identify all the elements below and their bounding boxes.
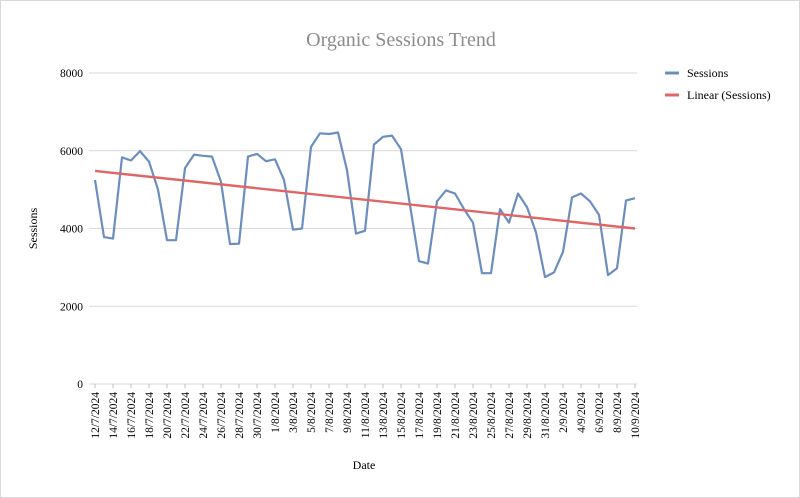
x-tick-label: 9/8/2024 [342, 392, 354, 433]
x-tick-label: 27/8/2024 [504, 392, 516, 439]
x-tick-label: 29/8/2024 [522, 392, 534, 439]
y-tick-label: 0 [77, 379, 83, 391]
x-tick-label: 25/8/2024 [486, 392, 498, 439]
x-tick-label: 21/8/2024 [450, 392, 462, 439]
x-axis-label: Date [353, 458, 376, 472]
x-tick-label: 30/7/2024 [252, 392, 264, 439]
x-tick-label: 16/7/2024 [126, 392, 138, 439]
legend-entry-linear-sessions: Linear (Sessions) [687, 88, 771, 102]
y-axis-label: Sessions [26, 207, 40, 249]
x-tick-label: 4/9/2024 [576, 392, 588, 433]
y-axis-ticks: 0 2000 4000 6000 8000 [60, 68, 83, 391]
x-axis-ticks: 12/7/2024 14/7/2024 16/7/2024 18/7/2024 20/7… [90, 384, 642, 439]
legend-entry-sessions: Sessions [687, 66, 729, 80]
x-tick-label: 23/8/2024 [468, 392, 480, 439]
trendline-linear-sessions [94, 169, 636, 230]
x-tick-label: 7/8/2024 [324, 392, 336, 433]
x-tick-label: 1/8/2024 [270, 392, 282, 433]
x-tick-label: 19/8/2024 [432, 392, 444, 439]
x-tick-label: 22/7/2024 [180, 392, 192, 439]
x-tick-label: 18/7/2024 [144, 392, 156, 439]
x-tick-label: 3/8/2024 [288, 392, 300, 433]
y-tick-label: 4000 [60, 224, 83, 236]
x-tick-label: 14/7/2024 [108, 392, 120, 439]
x-tick-label: 5/8/2024 [306, 392, 318, 433]
x-tick-label: 6/9/2024 [594, 392, 606, 433]
series-layer [93, 131, 636, 279]
x-tick-label: 26/7/2024 [216, 392, 228, 439]
y-tick-label: 8000 [60, 68, 83, 80]
x-tick-label: 11/8/2024 [360, 392, 372, 438]
chart-title: Organic Sessions Trend [306, 29, 496, 51]
x-tick-label: 2/9/2024 [558, 392, 570, 433]
x-tick-label: 17/8/2024 [414, 392, 426, 439]
x-tick-label: 31/8/2024 [540, 392, 552, 439]
gridlines [89, 72, 637, 385]
y-tick-label: 6000 [60, 146, 83, 158]
series-line-sessions [93, 131, 636, 279]
legend: Sessions Linear (Sessions) [665, 66, 771, 102]
x-tick-label: 15/8/2024 [396, 392, 408, 439]
x-tick-label: 8/9/2024 [612, 392, 624, 433]
x-tick-label: 12/7/2024 [90, 392, 102, 439]
x-tick-label: 13/8/2024 [378, 392, 390, 439]
x-tick-label: 10/9/2024 [630, 392, 642, 439]
x-tick-label: 20/7/2024 [162, 392, 174, 439]
y-tick-label: 2000 [60, 301, 83, 313]
x-tick-label: 28/7/2024 [234, 392, 246, 439]
x-tick-label: 24/7/2024 [198, 392, 210, 439]
